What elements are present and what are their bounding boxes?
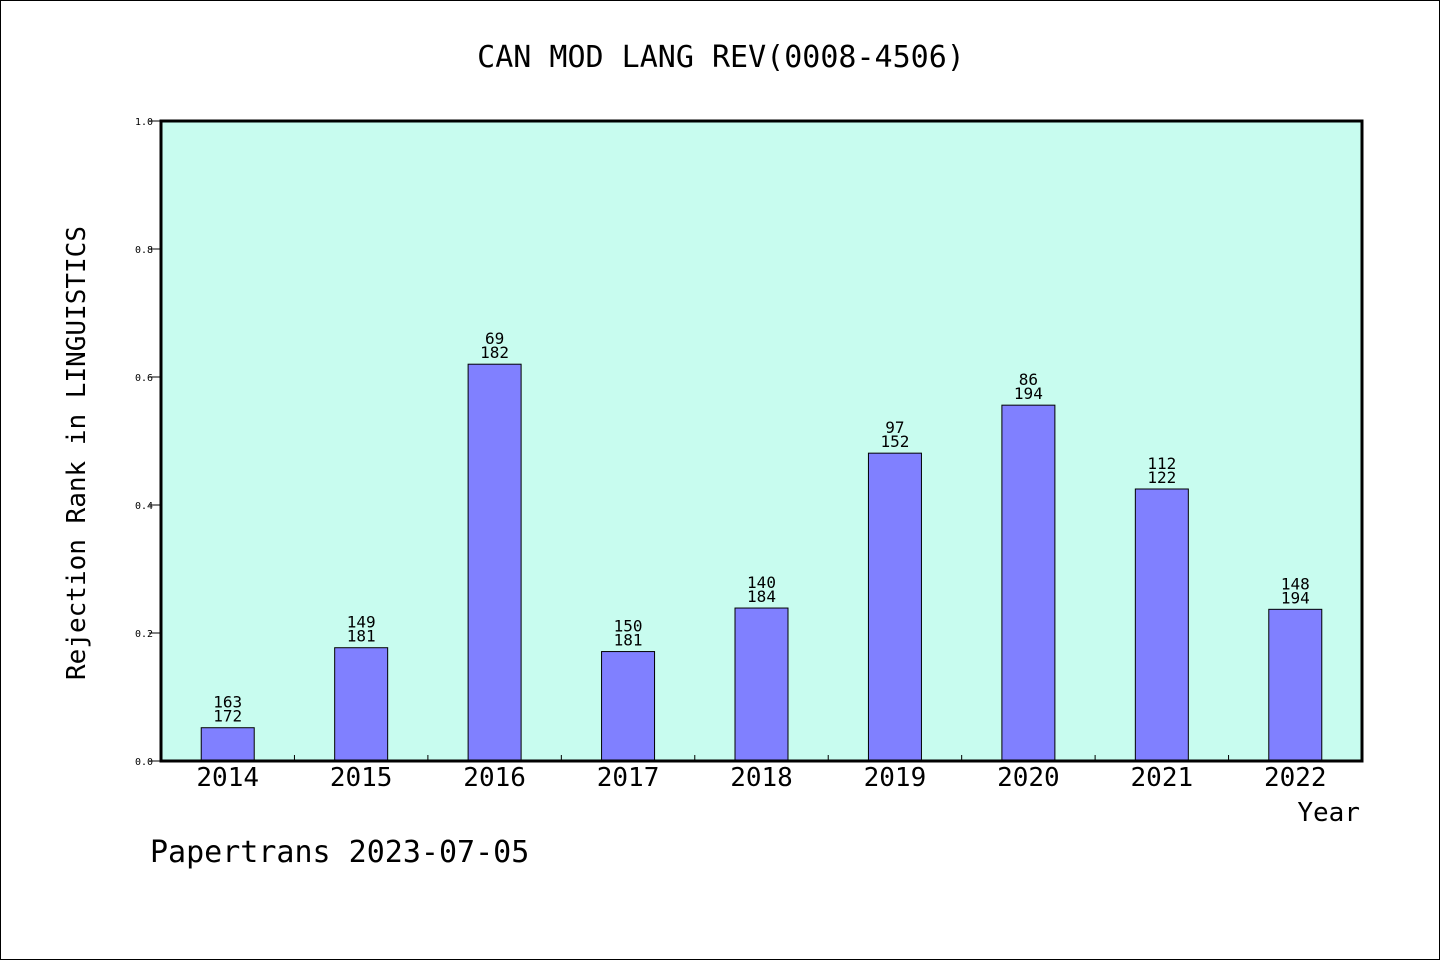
x-tick-label: 2018 (730, 763, 793, 793)
bar-label-rank: 150 (614, 617, 643, 636)
y-tick-label: 0.2 (135, 629, 153, 640)
y-tick-label: 0.6 (135, 373, 153, 384)
bar-2020 (1001, 404, 1056, 762)
footer-text: Papertrans 2023-07-05 (150, 835, 530, 870)
plot-border (159, 119, 1364, 763)
bar-label-total: 172 (213, 707, 242, 726)
bar-label-rank: 149 (347, 613, 376, 632)
bar-label-total: 182 (480, 343, 509, 362)
x-tick-label: 2015 (330, 763, 393, 793)
bar-label-total: 122 (1147, 468, 1176, 487)
x-tick-label: 2016 (463, 763, 526, 793)
x-tick-label: 2019 (864, 763, 927, 793)
bar-label-total: 194 (1014, 384, 1043, 403)
bar-label-rank: 69 (485, 329, 504, 348)
bar-label-rank: 86 (1019, 370, 1038, 389)
x-tick-label: 2021 (1131, 763, 1194, 793)
y-tick-label: 0.0 (135, 757, 153, 768)
ticks-layer: 2014 2015 2016 2017 2018 2019 2020 2021 2022 0.0 0… (135, 117, 1327, 793)
bar-2016 (467, 363, 522, 762)
bar-2014 (200, 727, 255, 762)
x-tick-label: 2020 (997, 763, 1060, 793)
bar-label-total: 181 (347, 627, 376, 646)
x-tick-label: 2017 (597, 763, 660, 793)
bar-label-total: 152 (880, 432, 909, 451)
bar-2015 (334, 647, 389, 762)
bar-label-total: 194 (1281, 588, 1310, 607)
bar-label-rank: 148 (1281, 574, 1310, 593)
bar-2018 (734, 607, 789, 762)
y-tick-label: 1.0 (135, 117, 153, 128)
bar-2022 (1268, 608, 1323, 762)
y-axis-label: Rejection Rank in LINGUISTICS (62, 226, 92, 680)
x-tick-label: 2022 (1264, 763, 1327, 793)
x-tick-label: 2014 (196, 763, 259, 793)
chart-title: CAN MOD LANG REV(0008-4506) (477, 40, 965, 75)
bar-2017 (601, 651, 656, 762)
bar-label-rank: 112 (1147, 454, 1176, 473)
bar-2021 (1134, 488, 1189, 762)
y-tick-label: 0.8 (135, 245, 153, 256)
bar-2019 (867, 452, 922, 762)
bar-label-rank: 140 (747, 573, 776, 592)
bar-label-total: 181 (614, 631, 643, 650)
bar-label-rank: 97 (885, 418, 904, 437)
y-tick-label: 0.4 (135, 501, 153, 512)
bar-label-total: 184 (747, 587, 776, 606)
bar-label-rank: 163 (213, 693, 242, 712)
bars-layer: 1631721491816918215018114018497152861941… (200, 329, 1323, 762)
x-axis-label: Year (1297, 798, 1360, 828)
